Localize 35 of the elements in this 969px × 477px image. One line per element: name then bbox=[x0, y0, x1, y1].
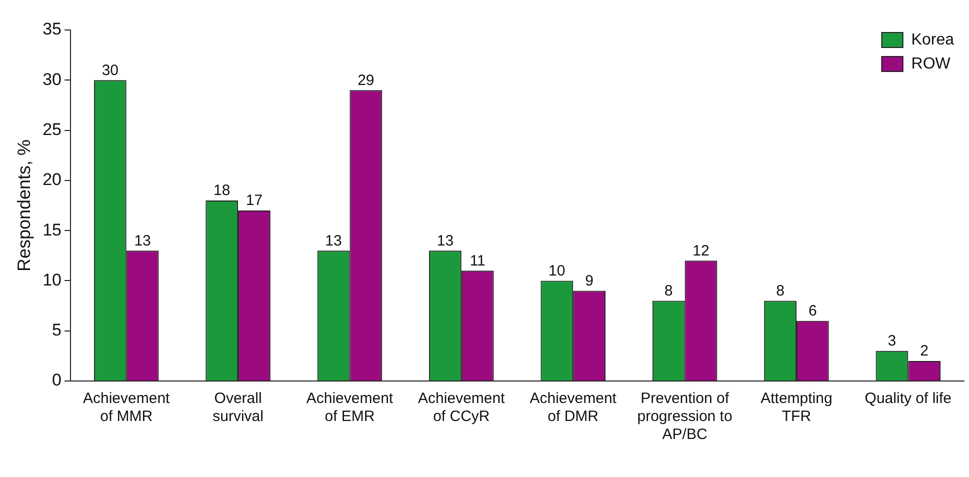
x-tick-label: Quality of life bbox=[864, 390, 952, 408]
data-label: 3 bbox=[888, 332, 896, 350]
y-tick-label: 30 bbox=[42, 70, 62, 89]
data-label: 30 bbox=[102, 62, 118, 79]
data-label: 8 bbox=[776, 282, 784, 300]
y-tick-label: 20 bbox=[42, 170, 62, 190]
data-label: 9 bbox=[585, 272, 594, 290]
x-tick-label: Achievement of DMR bbox=[530, 390, 618, 426]
y-tick-label: 0 bbox=[52, 370, 62, 390]
data-label: 8 bbox=[664, 282, 673, 300]
y-tick-label: 5 bbox=[52, 320, 62, 340]
data-label: 12 bbox=[692, 242, 710, 260]
data-label: 13 bbox=[325, 232, 342, 250]
data-label: 2 bbox=[920, 342, 929, 360]
y-tick-label: 35 bbox=[42, 20, 62, 39]
x-tick-label: Achievement of EMR bbox=[306, 390, 394, 426]
y-tick-label: 10 bbox=[42, 270, 62, 290]
data-label: 11 bbox=[470, 252, 486, 270]
x-tick-label: Prevention of progression to AP/BC bbox=[637, 390, 732, 444]
legend-label: Korea bbox=[911, 31, 954, 48]
y-tick-label: 15 bbox=[42, 220, 62, 240]
y-tick-label: 25 bbox=[42, 120, 62, 139]
data-label: 29 bbox=[358, 72, 374, 89]
data-label: 17 bbox=[246, 192, 263, 210]
data-label: 13 bbox=[134, 232, 151, 250]
x-tick-label: Achievement of CCyR bbox=[418, 390, 506, 426]
data-label: 13 bbox=[436, 232, 454, 250]
legend-label: ROW bbox=[911, 55, 952, 72]
data-label: 18 bbox=[214, 182, 230, 200]
x-tick-label: Overall survival bbox=[212, 390, 264, 426]
data-label: 6 bbox=[808, 302, 817, 320]
x-tick-label: Attempting TFR bbox=[760, 390, 832, 426]
y-axis-title: Respondents, % bbox=[14, 139, 34, 272]
x-tick-label: Achievement of MMR bbox=[82, 390, 171, 426]
data-label: 10 bbox=[548, 262, 566, 280]
